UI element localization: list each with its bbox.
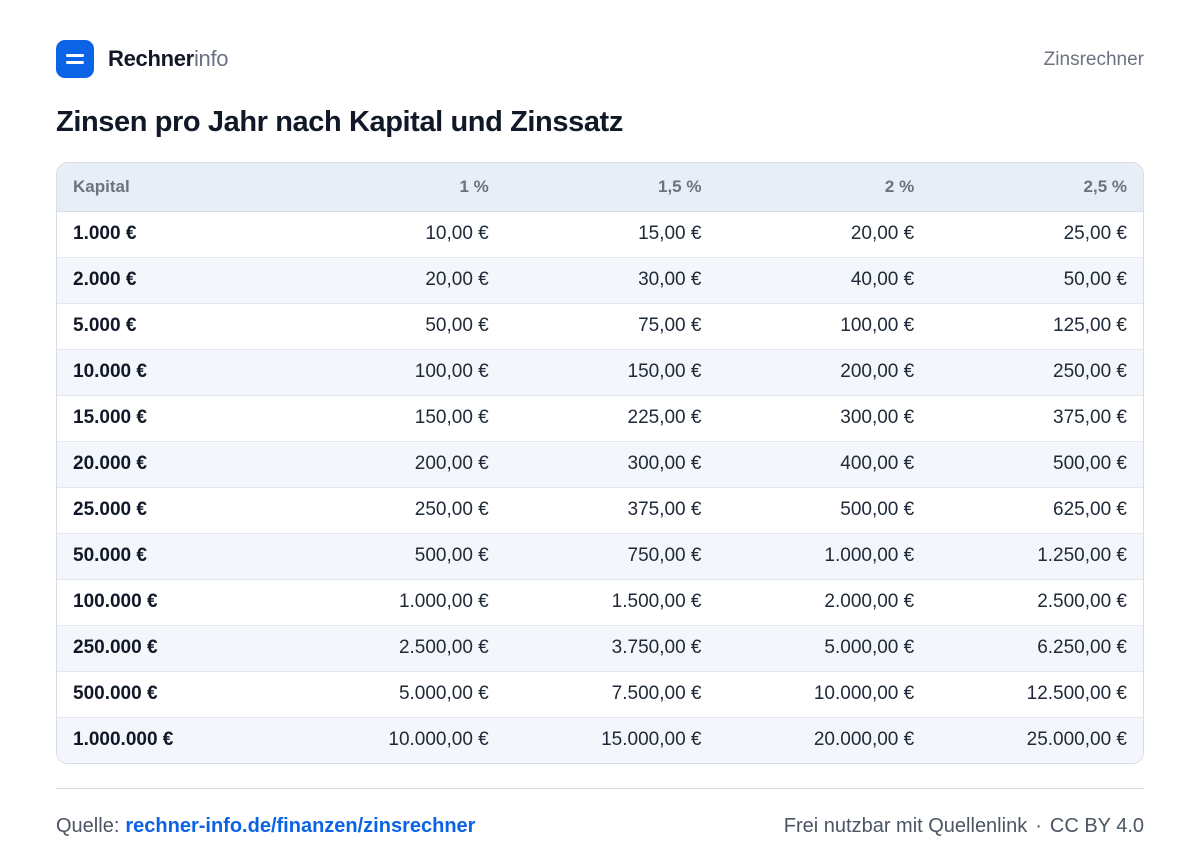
- table-row: 25.000 €250,00 €375,00 €500,00 €625,00 €: [57, 487, 1143, 534]
- capital-cell: 10.000 €: [57, 349, 274, 396]
- capital-cell: 15.000 €: [57, 395, 274, 442]
- interest-table: Kapital 1 % 1,5 % 2 % 2,5 % 1.000 €10,00…: [56, 162, 1144, 764]
- usage-note: Frei nutzbar mit Quellenlink: [783, 815, 1028, 837]
- interest-cell: 5.000,00 €: [273, 671, 505, 718]
- interest-cell: 150,00 €: [273, 395, 505, 442]
- interest-cell: 75,00 €: [504, 303, 718, 350]
- interest-cell: 100,00 €: [273, 349, 505, 396]
- table-row: 500.000 €5.000,00 €7.500,00 €10.000,00 €…: [57, 671, 1143, 718]
- column-header-rate: 1,5 %: [504, 163, 718, 212]
- logo-text-light: info: [193, 46, 229, 71]
- interest-cell: 500,00 €: [930, 441, 1143, 488]
- capital-cell: 100.000 €: [57, 579, 274, 626]
- interest-cell: 150,00 €: [504, 349, 718, 396]
- interest-cell: 15,00 €: [504, 211, 718, 258]
- interest-cell: 250,00 €: [273, 487, 505, 534]
- interest-cell: 225,00 €: [504, 395, 718, 442]
- interest-cell: 10.000,00 €: [717, 671, 931, 718]
- interest-cell: 125,00 €: [930, 303, 1143, 350]
- capital-cell: 500.000 €: [57, 671, 274, 718]
- interest-cell: 750,00 €: [504, 533, 718, 580]
- capital-cell: 1.000 €: [57, 211, 274, 258]
- interest-cell: 2.500,00 €: [930, 579, 1143, 626]
- capital-cell: 20.000 €: [57, 441, 274, 488]
- interest-cell: 5.000,00 €: [717, 625, 931, 672]
- interest-cell: 1.000,00 €: [273, 579, 505, 626]
- logo-text-bold: Rechner: [108, 46, 194, 71]
- column-header-rate: 2,5 %: [930, 163, 1143, 212]
- table-row: 100.000 €1.000,00 €1.500,00 €2.000,00 €2…: [57, 579, 1143, 626]
- interest-cell: 30,00 €: [504, 257, 718, 304]
- interest-cell: 375,00 €: [930, 395, 1143, 442]
- capital-cell: 5.000 €: [57, 303, 274, 350]
- capital-cell: 2.000 €: [57, 257, 274, 304]
- logo[interactable]: Rechnerinfo: [56, 40, 229, 78]
- table-row: 50.000 €500,00 €750,00 €1.000,00 €1.250,…: [57, 533, 1143, 580]
- site-header: Rechnerinfo Zinsrechner: [56, 40, 1144, 78]
- interest-cell: 25,00 €: [930, 211, 1143, 258]
- license-label: CC BY 4.0: [1049, 815, 1144, 837]
- interest-cell: 7.500,00 €: [504, 671, 718, 718]
- interest-cell: 1.500,00 €: [504, 579, 718, 626]
- interest-cell: 250,00 €: [930, 349, 1143, 396]
- footer-divider: [56, 788, 1144, 789]
- interest-cell: 2.500,00 €: [273, 625, 505, 672]
- table-body: 1.000 €10,00 €15,00 €20,00 €25,00 €2.000…: [57, 211, 1143, 763]
- logo-text: Rechnerinfo: [108, 46, 229, 72]
- interest-cell: 400,00 €: [717, 441, 931, 488]
- table-row: 1.000 €10,00 €15,00 €20,00 €25,00 €: [57, 211, 1143, 258]
- interest-cell: 300,00 €: [504, 441, 718, 488]
- interest-cell: 100,00 €: [717, 303, 931, 350]
- source-link[interactable]: rechner-info.de/finanzen/zinsrechner: [125, 815, 476, 837]
- interest-cell: 375,00 €: [504, 487, 718, 534]
- interest-cell: 50,00 €: [930, 257, 1143, 304]
- table-row: 5.000 €50,00 €75,00 €100,00 €125,00 €: [57, 303, 1143, 350]
- column-header-kapital: Kapital: [57, 163, 274, 212]
- column-header-rate: 2 %: [717, 163, 931, 212]
- source-label: Quelle:: [56, 815, 120, 837]
- table-row: 10.000 €100,00 €150,00 €200,00 €250,00 €: [57, 349, 1143, 396]
- interest-cell: 20.000,00 €: [813, 729, 915, 751]
- column-header-rate: 1 %: [273, 163, 505, 212]
- interest-cell: 625,00 €: [930, 487, 1143, 534]
- capital-cell: 250.000 €: [57, 625, 274, 672]
- interest-cell: 1.000,00 €: [717, 533, 931, 580]
- table-row: 2.000 €20,00 €30,00 €40,00 €50,00 €: [57, 257, 1143, 304]
- source-line: Quelle: rechner-info.de/finanzen/zinsrech…: [56, 815, 475, 838]
- table-row: 20.000 €200,00 €300,00 €400,00 €500,00 €: [57, 441, 1143, 488]
- interest-cell: 3.750,00 €: [504, 625, 718, 672]
- interest-cell: 500,00 €: [273, 533, 505, 580]
- capital-cell: 1.000.000 €: [73, 729, 174, 751]
- interest-cell: 20,00 €: [717, 211, 931, 258]
- logo-icon: [56, 40, 94, 78]
- interest-cell: 200,00 €: [717, 349, 931, 396]
- capital-cell: 50.000 €: [57, 533, 274, 580]
- license-line: Frei nutzbar mit Quellenlink · CC BY 4.0: [784, 815, 1144, 838]
- interest-cell: 2.000,00 €: [717, 579, 931, 626]
- interest-cell: 6.250,00 €: [930, 625, 1143, 672]
- interest-cell: 200,00 €: [273, 441, 505, 488]
- interest-cell: 12.500,00 €: [930, 671, 1143, 718]
- interest-cell: 25.000,00 €: [1026, 729, 1127, 751]
- interest-cell: 500,00 €: [717, 487, 931, 534]
- nav-link-zinsrechner[interactable]: Zinsrechner: [1043, 49, 1144, 70]
- separator-dot: ·: [1035, 815, 1042, 837]
- table-row: 250.000 €2.500,00 €3.750,00 €5.000,00 €6…: [57, 625, 1143, 672]
- interest-cell: 1.250,00 €: [930, 533, 1143, 580]
- interest-cell: 300,00 €: [717, 395, 931, 442]
- interest-cell: 50,00 €: [273, 303, 505, 350]
- table-row: 15.000 €150,00 €225,00 €300,00 €375,00 €: [57, 395, 1143, 442]
- interest-cell: 10,00 €: [273, 211, 505, 258]
- table-header-row: Kapital 1 % 1,5 % 2 % 2,5 %: [57, 163, 1143, 212]
- interest-cell: 40,00 €: [717, 257, 931, 304]
- interest-cell: 20,00 €: [273, 257, 505, 304]
- page-title: Zinsen pro Jahr nach Kapital und Zinssat…: [56, 106, 623, 138]
- interest-cell: 10.000,00 €: [388, 729, 489, 751]
- interest-cell: 15.000,00 €: [601, 729, 702, 751]
- capital-cell: 25.000 €: [57, 487, 274, 534]
- table-row: 1.000.000 € 10.000,00 € 15.000,00 € 20.000,…: [57, 717, 1143, 763]
